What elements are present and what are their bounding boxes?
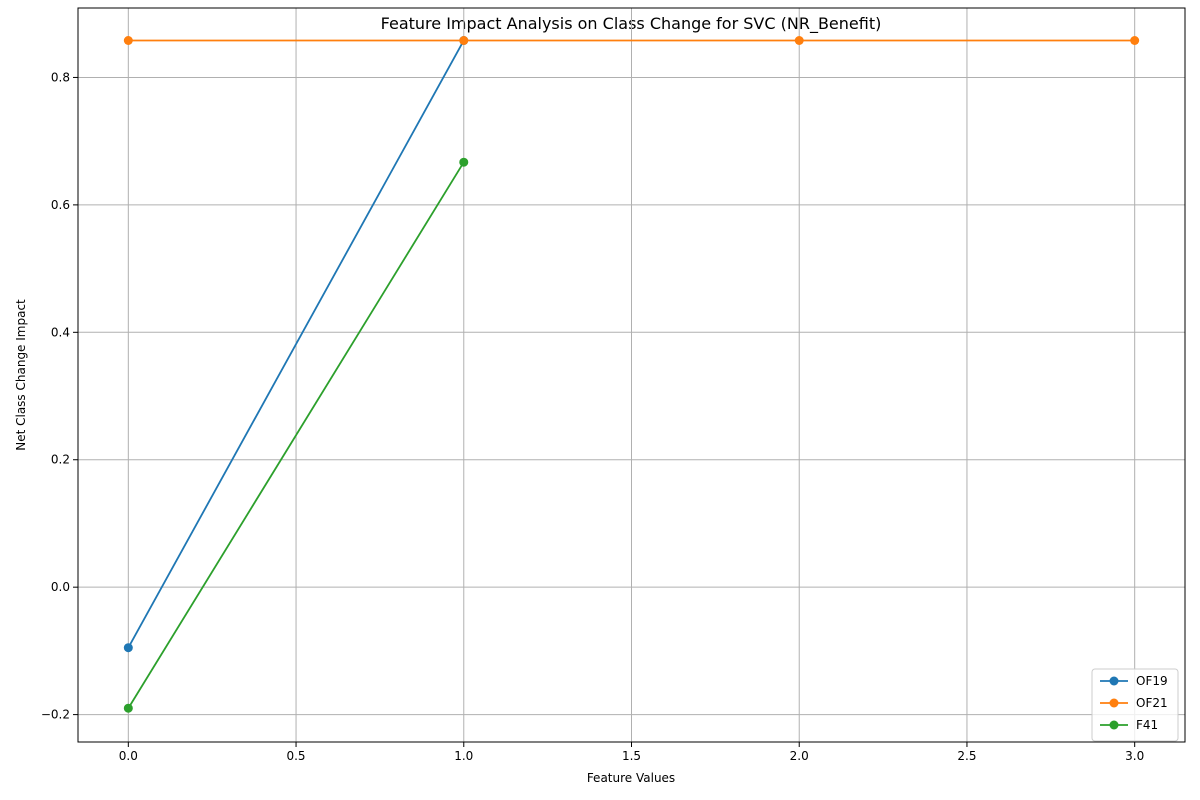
data-point-f41 [123, 703, 133, 713]
grid-lines [78, 8, 1185, 742]
legend-marker-of21 [1109, 698, 1119, 708]
y-tick-label: −0.2 [41, 708, 70, 722]
series-layer [123, 35, 1140, 713]
legend-marker-f41 [1109, 720, 1119, 730]
legend-label-f41: F41 [1136, 718, 1158, 732]
legend-marker-of19 [1109, 676, 1119, 686]
y-tick-label: 0.4 [51, 325, 70, 339]
data-point-of21 [459, 35, 469, 45]
y-tick-label: 0.6 [51, 198, 70, 212]
y-axis-label: Net Class Change Impact [14, 299, 28, 451]
legend-label-of19: OF19 [1136, 674, 1168, 688]
y-tick-label: 0.2 [51, 453, 70, 467]
x-tick-label: 1.0 [454, 749, 473, 763]
y-tick-label: 0.8 [51, 70, 70, 84]
legend: OF19 OF21 F41 [1091, 668, 1179, 742]
x-tick-label: 0.0 [119, 749, 138, 763]
series-line-f41 [127, 161, 465, 709]
legend-label-of21: OF21 [1136, 696, 1168, 710]
series-line-of19 [127, 40, 465, 649]
x-tick-label: 0.5 [286, 749, 305, 763]
y-tick-label: 0.0 [51, 580, 70, 594]
x-tick-label: 3.0 [1125, 749, 1144, 763]
axis-ticks: 0.0 0.5 1.0 1.5 2.0 2.5 3.0 −0.2 0.0 0.2 0.4 0.6 0.8 [41, 70, 1144, 763]
x-axis-label: Feature Values [587, 771, 675, 785]
x-tick-label: 2.5 [957, 749, 976, 763]
data-point-of21 [123, 35, 133, 45]
data-point-of21 [794, 35, 804, 45]
data-point-of19 [123, 643, 133, 653]
x-tick-label: 2.0 [790, 749, 809, 763]
data-point-f41 [459, 157, 469, 167]
data-point-of21 [1130, 35, 1140, 45]
x-tick-label: 1.5 [622, 749, 641, 763]
